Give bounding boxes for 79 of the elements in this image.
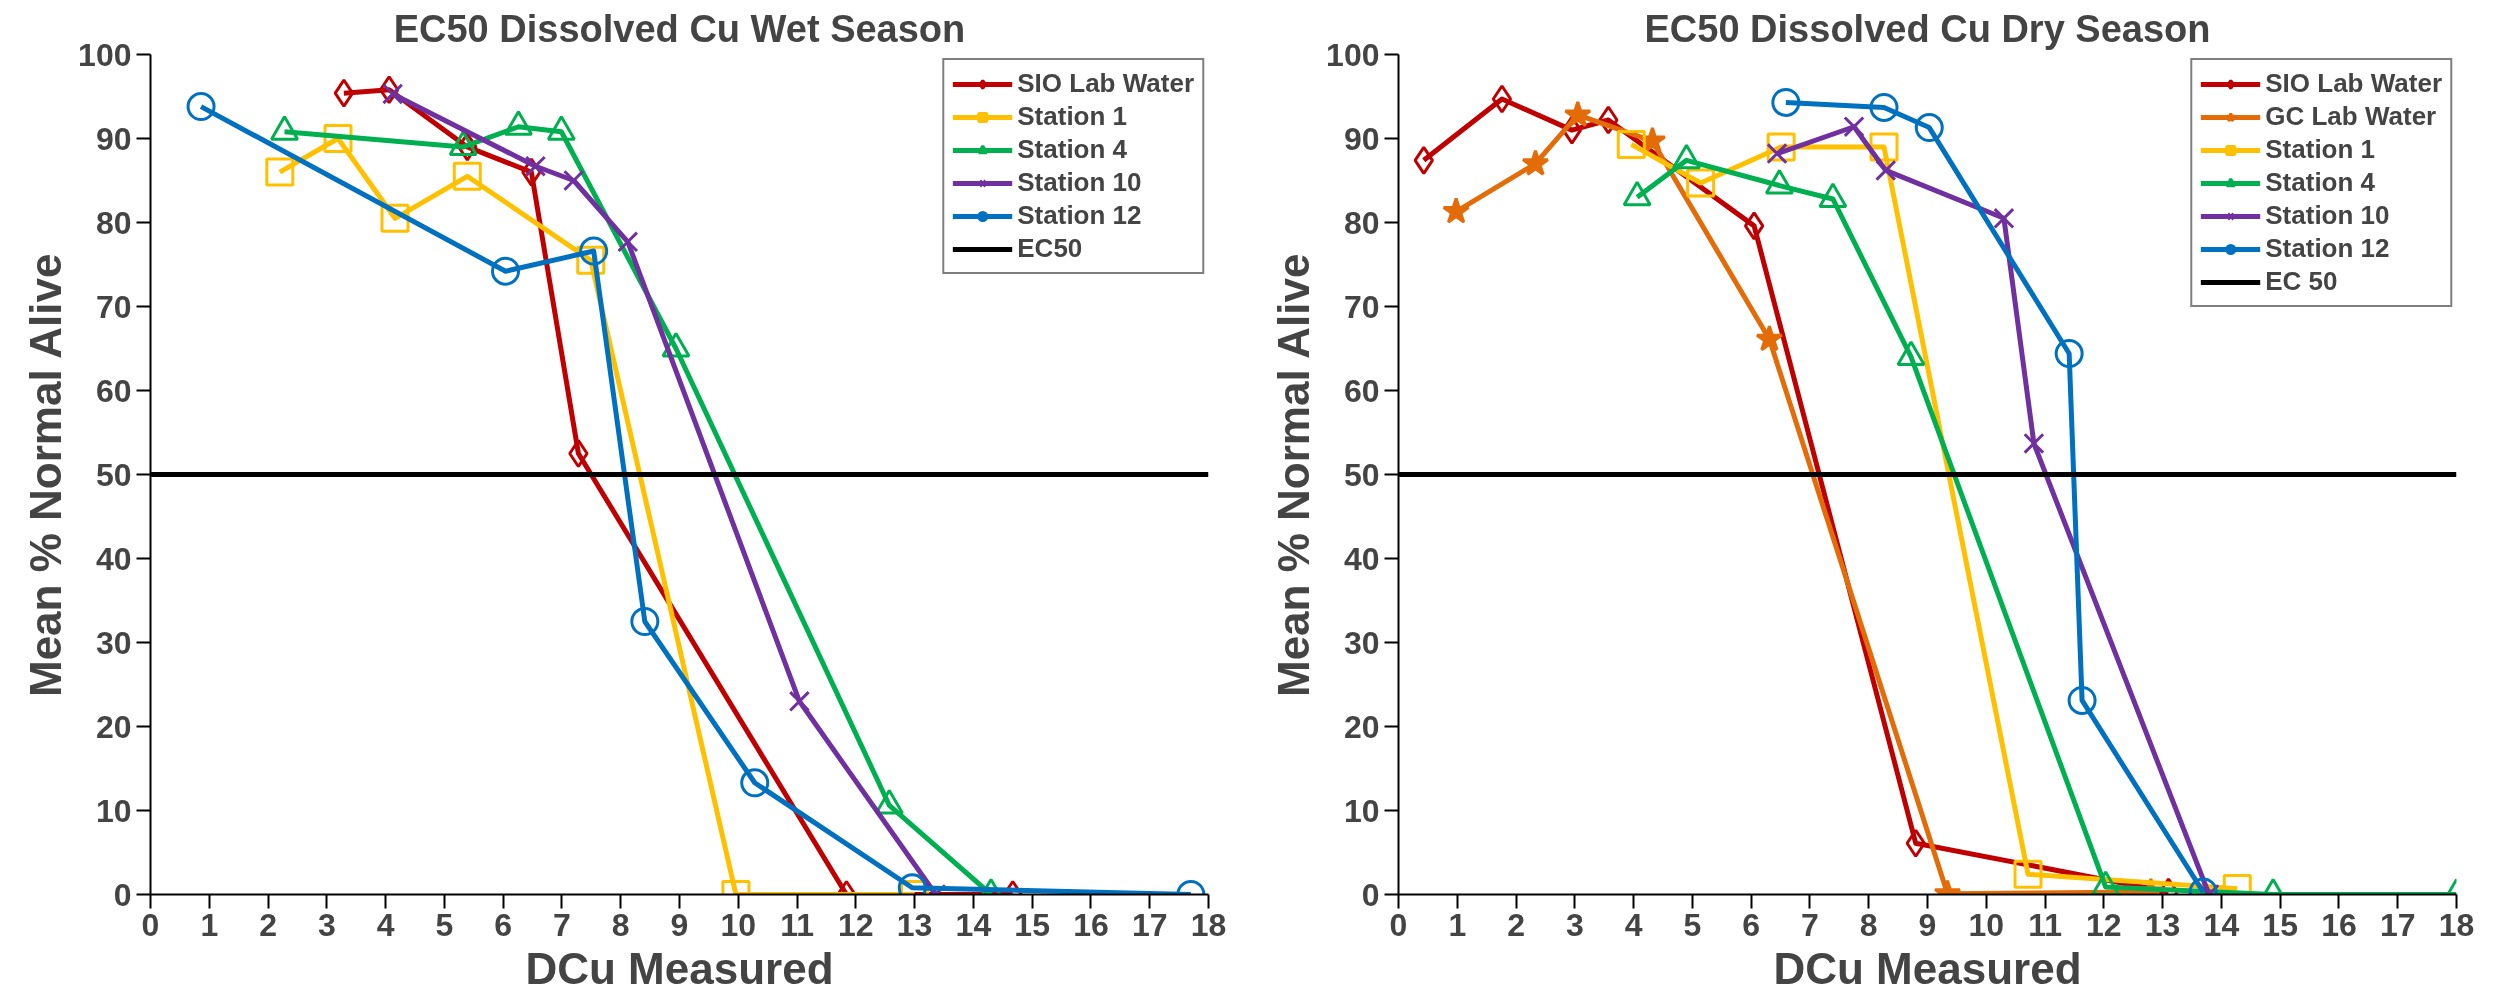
y-axis-title: Mean % Normal Alive	[21, 253, 71, 698]
y-tick-label: 60	[95, 372, 132, 409]
x-tick-label: 5	[1683, 906, 1702, 943]
y-tick-label: 80	[1343, 204, 1380, 241]
y-tick-label: 90	[95, 120, 132, 157]
x-tick-label: 5	[435, 906, 454, 943]
x-tick-label: 0	[141, 906, 160, 943]
x-tick-label: 3	[1565, 906, 1584, 943]
x-tick-label: 2	[259, 906, 277, 943]
x-tick-label: 18	[1190, 906, 1227, 943]
x-tick-label: 15	[2262, 906, 2298, 943]
x-tick-label: 1	[1448, 906, 1467, 943]
legend-label: Station 10	[2265, 200, 2390, 231]
x-tick-label: 7	[1801, 906, 1819, 943]
x-tick-label: 18	[2438, 906, 2475, 943]
legend-label: GC Lab Water	[2265, 101, 2437, 132]
legend-label: SIO Lab Water	[1017, 68, 1194, 99]
x-tick-label: 12	[838, 906, 874, 943]
legend-label: EC50	[1017, 233, 1083, 264]
y-tick-label: 50	[1343, 456, 1380, 493]
x-tick-label: 17	[1131, 906, 1168, 943]
x-tick-label: 10	[1968, 906, 2005, 943]
y-tick-label: 70	[1343, 288, 1380, 325]
y-axis-title: Mean % Normal Alive	[1269, 253, 1319, 698]
y-tick-label: 50	[95, 456, 132, 493]
x-tick-label: 3	[317, 906, 336, 943]
legend-label: Station 4	[1017, 134, 1128, 165]
chart-title: EC50 Dissolved Cu Wet Season	[393, 7, 966, 50]
y-tick-label: 30	[1343, 624, 1380, 661]
x-tick-label: 11	[2028, 906, 2062, 943]
x-tick-label: 16	[2321, 906, 2357, 943]
y-tick-label: 70	[95, 288, 132, 325]
y-tick-label: 40	[1343, 540, 1380, 577]
x-tick-label: 9	[1918, 906, 1937, 943]
x-tick-label: 13	[2144, 906, 2181, 943]
y-tick-label: 90	[1343, 120, 1380, 157]
x-tick-label: 17	[2379, 906, 2416, 943]
y-tick-label: 80	[95, 204, 132, 241]
y-tick-label: 100	[78, 36, 132, 73]
y-tick-label: 30	[95, 624, 132, 661]
x-tick-label: 1	[200, 906, 219, 943]
x-tick-label: 7	[553, 906, 571, 943]
legend-label: Station 10	[1017, 167, 1142, 198]
x-tick-label: 15	[1014, 906, 1050, 943]
x-axis-title: DCu Measured	[525, 943, 834, 993]
y-tick-label: 10	[1343, 792, 1380, 829]
x-tick-label: 16	[1073, 906, 1109, 943]
x-tick-label: 6	[1742, 906, 1761, 943]
y-tick-label: 20	[95, 708, 132, 745]
x-tick-label: 9	[670, 906, 689, 943]
y-tick-label: 10	[95, 792, 132, 829]
legend-label: SIO Lab Water	[2265, 68, 2442, 99]
y-tick-label: 0	[1361, 876, 1380, 913]
y-tick-label: 20	[1343, 708, 1380, 745]
x-tick-label: 6	[494, 906, 513, 943]
x-tick-label: 2	[1507, 906, 1525, 943]
x-tick-label: 14	[2203, 906, 2240, 943]
x-tick-label: 8	[611, 906, 630, 943]
legend-label: Station 12	[2265, 233, 2390, 264]
legend-label: Station 1	[2265, 134, 2376, 165]
x-tick-label: 10	[720, 906, 757, 943]
x-tick-label: 4	[1624, 906, 1643, 943]
x-tick-label: 4	[376, 906, 395, 943]
y-tick-label: 40	[95, 540, 132, 577]
x-tick-label: 8	[1859, 906, 1878, 943]
chart-title: EC50 Dissolved Cu Dry Season	[1644, 7, 2211, 50]
x-axis-title: DCu Measured	[1773, 943, 2082, 993]
y-tick-label: 0	[113, 876, 132, 913]
legend-label: EC 50	[2265, 266, 2338, 297]
y-tick-label: 60	[1343, 372, 1380, 409]
x-tick-label: 14	[955, 906, 992, 943]
x-tick-label: 13	[896, 906, 933, 943]
x-tick-label: 0	[1389, 906, 1408, 943]
x-tick-label: 12	[2086, 906, 2122, 943]
legend-label: Station 12	[1017, 200, 1142, 231]
legend-label: Station 1	[1017, 101, 1128, 132]
x-tick-label: 11	[780, 906, 814, 943]
legend-label: Station 4	[2265, 167, 2376, 198]
y-tick-label: 100	[1326, 36, 1380, 73]
